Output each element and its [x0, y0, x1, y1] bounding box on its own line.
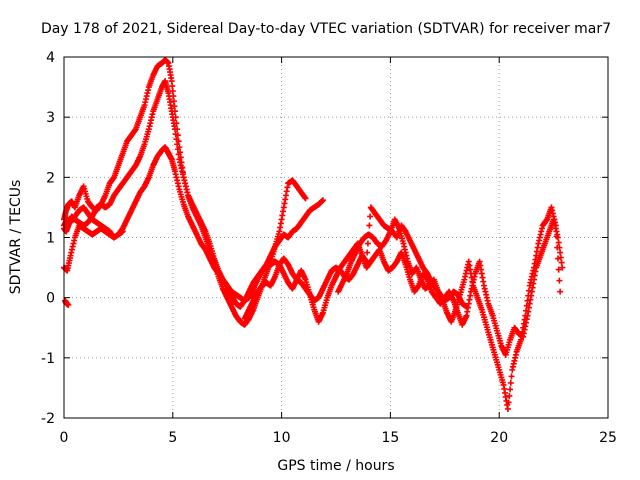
- x-tick-label: 5: [168, 430, 177, 446]
- data-point: [173, 136, 180, 143]
- data-point: [556, 277, 563, 284]
- data-point: [555, 266, 562, 273]
- x-axis-label: GPS time / hours: [277, 458, 394, 474]
- data-point: [557, 249, 564, 256]
- data-points: [61, 57, 566, 412]
- chart-title: Day 178 of 2021, Sidereal Day-to-day VTE…: [41, 21, 611, 37]
- data-point: [367, 213, 374, 220]
- data-point: [171, 126, 178, 133]
- y-tick-label: -1: [41, 351, 55, 367]
- data-point: [508, 373, 515, 380]
- data-point: [319, 197, 326, 204]
- data-point: [525, 292, 532, 299]
- data-point: [554, 244, 561, 251]
- data-point: [557, 288, 564, 295]
- data-point: [506, 392, 513, 399]
- data-point: [169, 83, 176, 90]
- data-point: [555, 239, 562, 246]
- data-point: [363, 258, 370, 265]
- data-point: [557, 254, 564, 261]
- data-point: [523, 302, 530, 309]
- y-tick-label: 3: [46, 110, 55, 126]
- data-point: [168, 78, 175, 85]
- data-point: [463, 303, 470, 310]
- data-point: [523, 307, 530, 314]
- data-point: [364, 249, 371, 256]
- y-tick-label: 4: [46, 50, 55, 66]
- y-tick-label: 2: [46, 170, 55, 186]
- data-point: [65, 301, 72, 308]
- y-tick-label: 0: [46, 291, 55, 307]
- data-point: [504, 405, 511, 412]
- data-point: [552, 222, 559, 229]
- data-point: [170, 98, 177, 105]
- x-tick-labels: 0 5 10 15 20 25: [60, 430, 617, 446]
- data-point: [174, 146, 181, 153]
- data-point: [522, 312, 529, 319]
- x-tick-label: 10: [273, 430, 291, 446]
- x-tick-label: 0: [60, 430, 69, 446]
- grid-lines: [64, 57, 608, 418]
- y-tick-labels: -2 -1 0 1 2 3 4: [41, 50, 55, 427]
- data-point: [524, 297, 531, 304]
- data-point: [553, 233, 560, 240]
- y-axis-label: SDTVAR / TECUs: [8, 180, 24, 295]
- data-point: [172, 131, 179, 138]
- data-point: [507, 379, 514, 386]
- data-point: [507, 386, 514, 393]
- x-tick-label: 25: [599, 430, 617, 446]
- data-point: [302, 195, 309, 202]
- x-tick-label: 20: [490, 430, 508, 446]
- data-point: [559, 264, 566, 271]
- data-point: [525, 287, 532, 294]
- data-point: [175, 151, 182, 158]
- y-tick-label: 1: [46, 231, 55, 247]
- y-tick-label: -2: [41, 411, 55, 427]
- data-point: [119, 228, 126, 235]
- data-point: [366, 222, 373, 229]
- axis-ticks: [63, 56, 609, 419]
- data-point: [171, 103, 178, 110]
- data-point: [554, 255, 561, 262]
- data-point: [364, 240, 371, 247]
- data-point: [174, 141, 181, 148]
- data-point: [365, 231, 372, 238]
- data-point: [558, 259, 565, 266]
- x-tick-label: 15: [381, 430, 399, 446]
- data-point: [505, 399, 512, 406]
